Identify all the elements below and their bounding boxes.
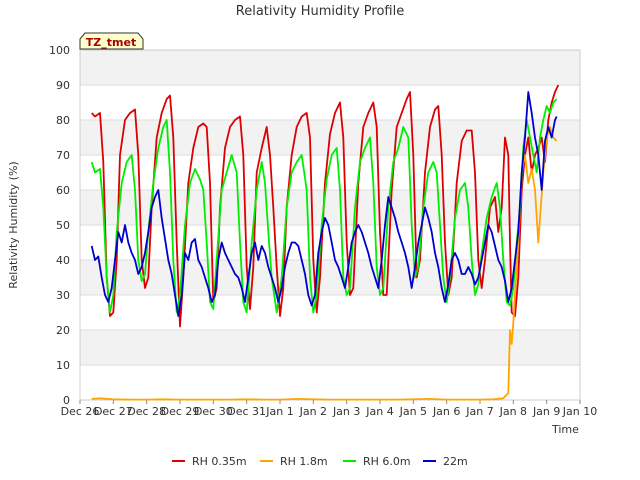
x-tick-label: Dec 26 [61,405,100,418]
x-tick-label: Dec 28 [127,405,166,418]
plot-band [80,330,580,365]
y-tick-label: 100 [49,44,70,57]
x-tick-label: Jan 4 [365,405,393,418]
y-tick-label: 80 [56,114,70,127]
legend: RH 0.35m RH 1.8m RH 6.0m 22m [172,455,468,468]
station-tag-box [79,32,144,50]
y-tick-label: 20 [56,324,70,337]
x-tick-label: Jan 2 [299,405,327,418]
station-tag: TZ_tmet [79,32,144,50]
legend-label: RH 0.35m [192,455,247,468]
y-tick-label: 40 [56,254,70,267]
x-axis-label: Time [551,423,579,436]
y-tick-label: 70 [56,149,70,162]
series-line [91,84,560,328]
series-line [90,98,558,314]
legend-label: RH 6.0m [363,455,411,468]
y-tick-label: 90 [56,79,70,92]
x-tick-label: Jan 7 [465,405,493,418]
station-tag-label: TZ_tmet [86,36,136,49]
legend-label: RH 1.8m [280,455,328,468]
x-tick-label: Jan 8 [499,405,527,418]
x-tick-label: Jan 10 [562,405,597,418]
y-axis-ticks: 0 10 20 30 40 50 60 70 80 90 100 [49,44,70,407]
series-lines [90,84,560,401]
y-tick-label: 0 [63,394,70,407]
x-tick-label: Dec 27 [94,405,133,418]
plot-band [80,260,580,295]
plot-band [80,50,580,85]
x-tick-label: Dec 30 [194,405,233,418]
series-line [91,126,558,401]
x-tick-label: Jan 6 [432,405,460,418]
x-tick-label: Jan 9 [532,405,560,418]
x-tick-label: Jan 1 [265,405,293,418]
x-tick-label: Dec 29 [161,405,200,418]
y-tick-label: 30 [56,289,70,302]
chart-title: Relativity Humidity Profile [236,4,404,19]
x-tick-label: Dec 31 [227,405,266,418]
x-tick-label: Jan 5 [399,405,427,418]
y-tick-label: 50 [56,219,70,232]
y-tick-label: 10 [56,359,70,372]
x-tick-label: Jan 3 [332,405,360,418]
series-line [90,91,558,317]
y-axis-label: Relativity Humidity (%) [7,161,20,288]
legend-label: 22m [443,455,468,468]
y-tick-label: 60 [56,184,70,197]
